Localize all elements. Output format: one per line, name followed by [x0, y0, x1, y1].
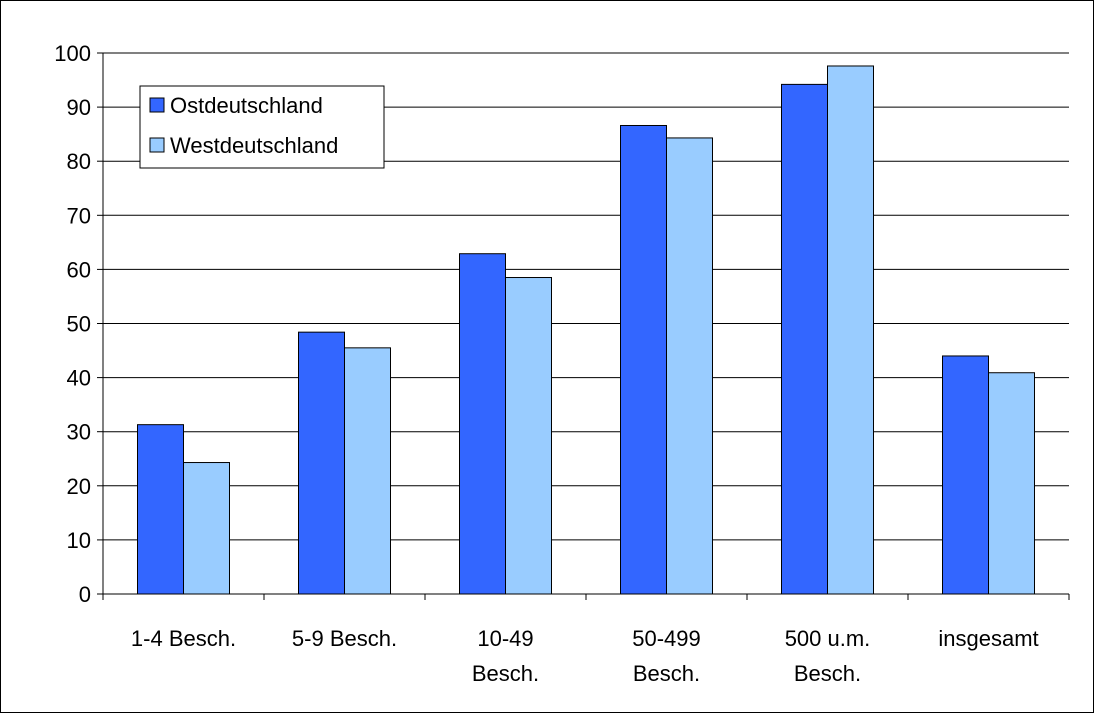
- bar-ostdeutschland: [137, 424, 184, 595]
- bar-westdeutschland: [505, 277, 552, 595]
- x-tick-label: 1-4 Besch.: [131, 626, 236, 651]
- axes: [102, 53, 1070, 600]
- x-tick-label: 5-9 Besch.: [292, 626, 397, 651]
- bars: [137, 65, 1035, 595]
- y-tick-label: 100: [54, 41, 91, 66]
- y-tick-label: 70: [67, 203, 91, 228]
- bar-westdeutschland: [666, 137, 713, 595]
- x-tick-label: Besch.: [633, 661, 700, 686]
- y-tick-label: 40: [67, 366, 91, 391]
- legend-swatch-ostdeutschland: [149, 97, 165, 113]
- y-tick-label: 30: [67, 420, 91, 445]
- bar-ostdeutschland: [781, 83, 828, 595]
- bar-westdeutschland: [344, 347, 391, 595]
- x-tick-label: 500 u.m.: [785, 626, 871, 651]
- bar-westdeutschland: [988, 372, 1035, 595]
- y-tick-label: 50: [67, 312, 91, 337]
- x-tick-label: insgesamt: [938, 626, 1038, 651]
- y-tick-label: 90: [67, 95, 91, 120]
- y-tick-label: 80: [67, 149, 91, 174]
- y-tick-label: 10: [67, 528, 91, 553]
- x-tick-label: 10-49: [477, 626, 533, 651]
- y-tick-label: 0: [79, 582, 91, 607]
- legend-label-ostdeutschland: Ostdeutschland: [170, 93, 323, 118]
- bar-westdeutschland: [827, 65, 874, 595]
- bar-ostdeutschland: [298, 331, 345, 595]
- legend-swatch-westdeutschland: [149, 137, 165, 153]
- x-tick-label: Besch.: [472, 661, 539, 686]
- bar-ostdeutschland: [620, 124, 667, 595]
- x-tick-label: 50-499: [632, 626, 701, 651]
- legend: Ostdeutschland Westdeutschland: [139, 85, 385, 169]
- y-tick-label: 60: [67, 257, 91, 282]
- bar-ostdeutschland: [459, 253, 506, 595]
- x-tick-label: Besch.: [794, 661, 861, 686]
- bar-ostdeutschland: [942, 355, 989, 595]
- legend-label-westdeutschland: Westdeutschland: [170, 133, 338, 158]
- y-axis-tick-labels: 0 10 20 30 40 50 60 70 80 90 100: [54, 41, 91, 607]
- x-axis-tick-labels: 1-4 Besch. 5-9 Besch. 10-49 Besch. 50-499 Bes…: [131, 626, 1039, 686]
- legend-box: [139, 85, 385, 169]
- y-tick-label: 20: [67, 474, 91, 499]
- bar-westdeutschland: [183, 462, 230, 595]
